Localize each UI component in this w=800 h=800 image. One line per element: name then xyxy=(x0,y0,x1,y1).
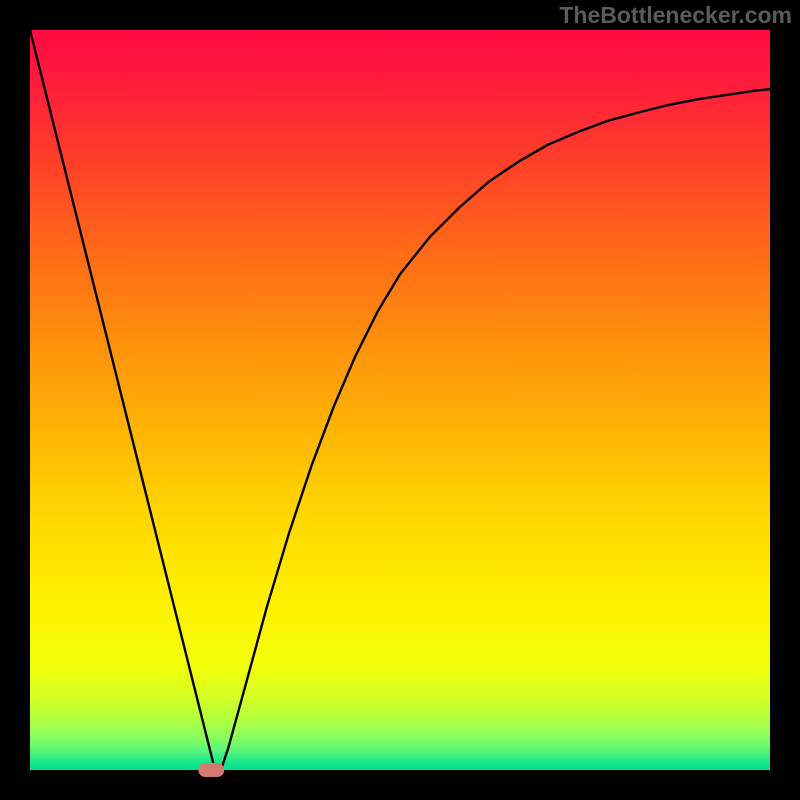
chart-plot-background xyxy=(30,30,770,770)
chart-container: { "meta": { "width": 800, "height": 800,… xyxy=(0,0,800,800)
optimum-marker xyxy=(198,763,224,777)
bottleneck-curve-chart xyxy=(0,0,800,800)
watermark-text: TheBottlenecker.com xyxy=(559,2,792,29)
